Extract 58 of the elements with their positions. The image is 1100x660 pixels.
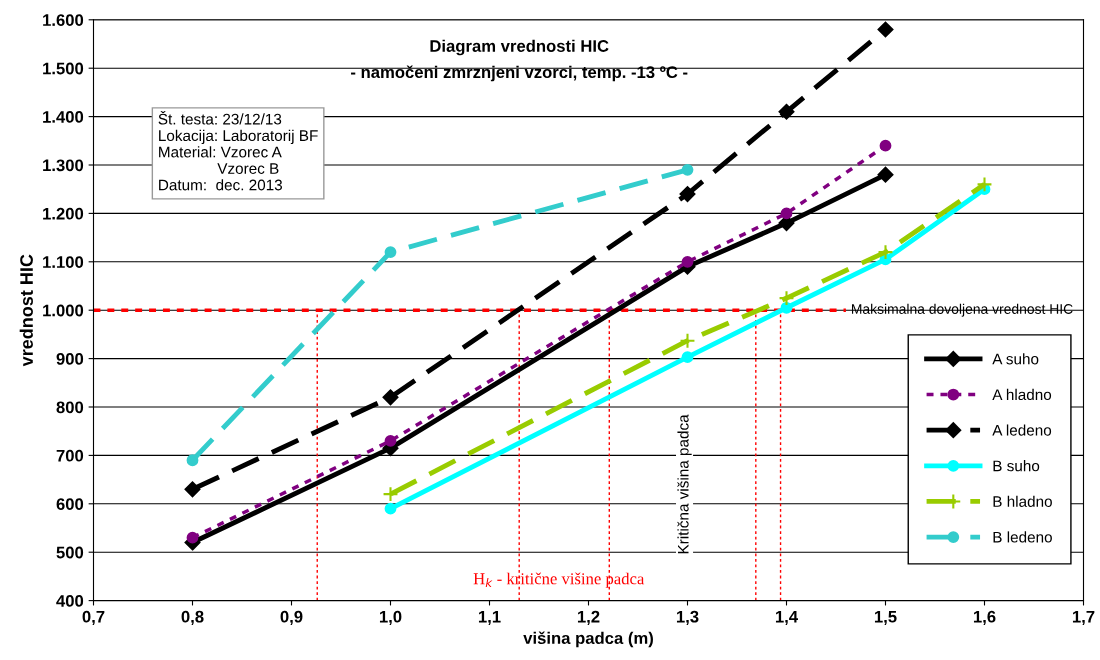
point [186,531,199,544]
x-tick-label: 0,8 [181,610,204,625]
point [681,351,694,364]
y-tick-label: 1.100 [43,256,84,268]
legend-label: B ledeno [993,531,1052,543]
text: - namočeni zmrznjeni vzorci, temp. -13 ºC - [351,65,688,82]
text: Diagram vrednosti HIC [430,39,609,56]
x-tick-label: 1,1 [478,610,501,625]
x-tick-label: 1,0 [379,610,402,625]
annotation: Št. testa: 23/12/13 Lokacija: Laboratorij BF Material: Vzorec A Vzorec B Datum: dec. 2013 [158,111,318,191]
legend-label: B suho [993,460,1040,472]
y-tick-label: 1.200 [43,207,84,220]
y-tick-label: 900 [56,353,84,365]
point [679,332,696,349]
point [382,486,399,503]
x-tick-label: 1,4 [775,610,798,625]
point [679,186,696,202]
point [382,389,399,406]
x-axis-title: višina padca (m) [523,631,653,648]
point [681,255,694,268]
legend-label: B hladno [993,495,1052,507]
annotation: H$_{k}$ - kritične višine padca [473,572,645,588]
point [384,434,397,447]
point [877,166,894,183]
y-tick-label: 1.000 [43,304,84,317]
point [778,103,795,120]
point [780,207,793,220]
y-tick-label: 500 [56,546,84,559]
point [877,21,894,38]
point [879,139,892,152]
point [184,481,201,498]
legend-label: A hladno [992,388,1052,401]
y-tick-label: 700 [56,449,84,462]
x-tick-label: 1,5 [874,610,897,625]
legend-label: A suho [992,353,1039,365]
point [877,244,894,261]
x-tick-label: 1,2 [577,610,600,625]
y-tick-label: 800 [56,401,84,414]
y-tick-label: 600 [56,498,84,510]
annotation: Kritična višina padca [677,414,692,554]
point [384,502,397,515]
y-tick-label: 1.300 [43,159,84,172]
x-tick-label: 0,9 [280,610,303,625]
point [681,163,694,176]
point [186,454,199,467]
y-tick-label: 1.500 [43,62,84,75]
legend-label: A ledeno [992,424,1052,436]
x-tick-label: 1,6 [973,610,996,625]
x-tick-label: 1,3 [676,610,699,625]
y-tick-label: 400 [56,595,84,607]
y-tick-label: 1.600 [43,14,84,26]
point [976,176,993,193]
y-axis-title: vrednost HIC [19,254,33,367]
x-tick-label: 1,7 [1072,610,1095,625]
y-tick-label: 1.400 [43,111,84,123]
x-tick-label: 0,7 [82,610,105,625]
point [384,246,397,259]
point [778,290,795,307]
